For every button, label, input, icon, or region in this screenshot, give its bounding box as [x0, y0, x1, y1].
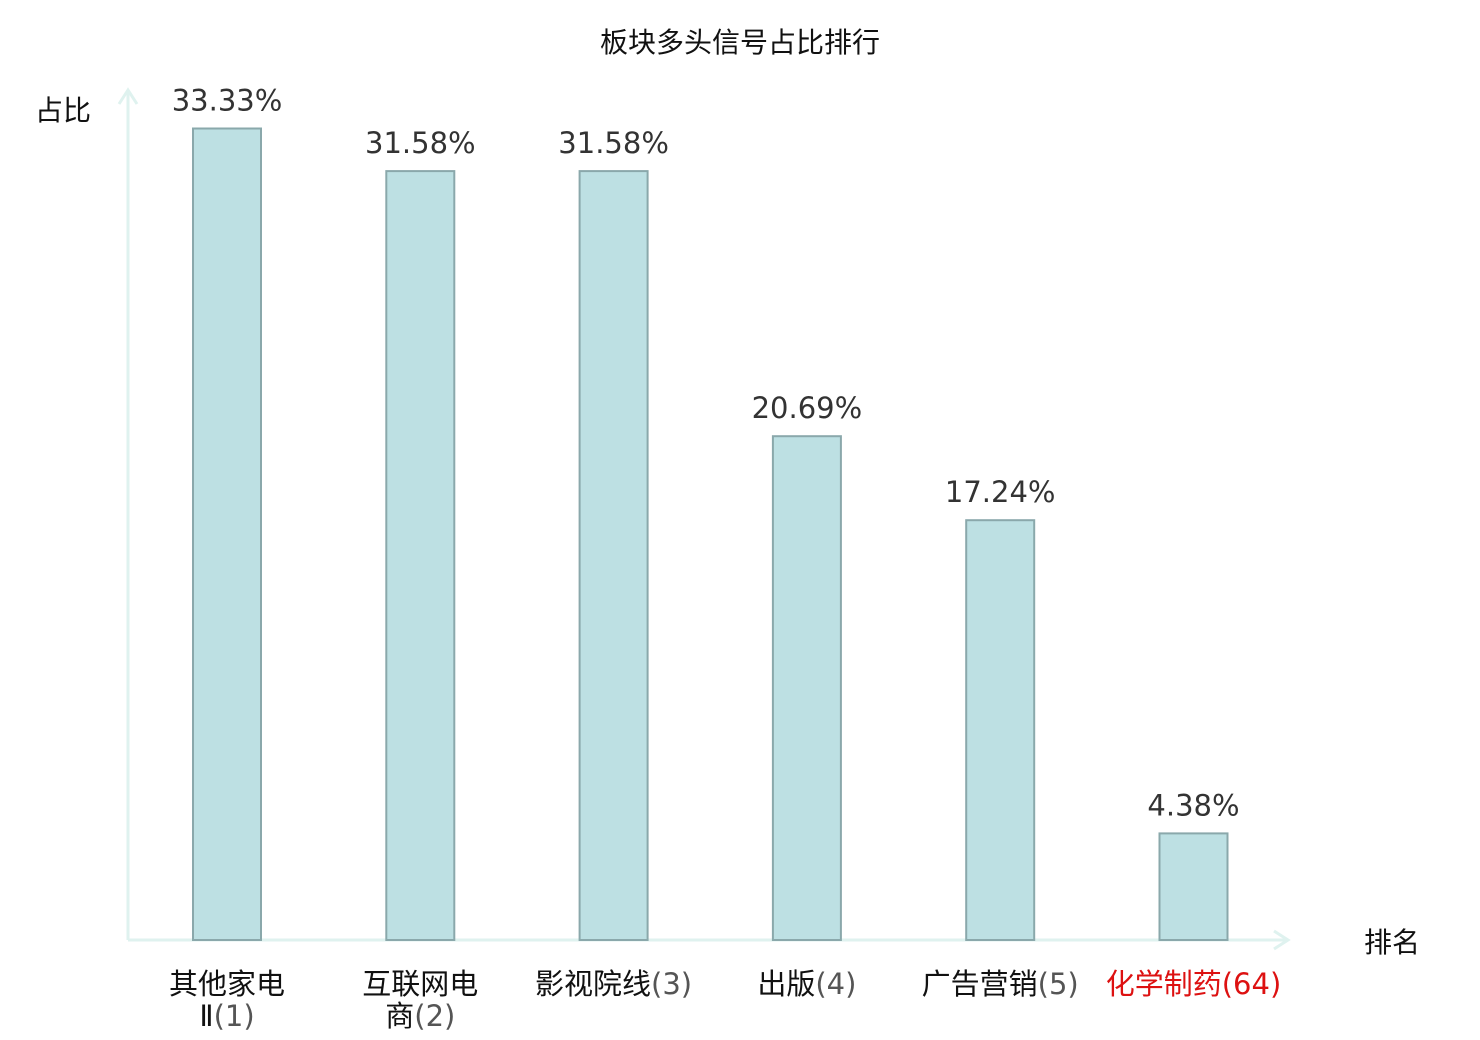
bar-series: [192, 127, 1229, 942]
value-label: 4.38%: [1147, 788, 1239, 822]
value-labels: 33.33% 31.58% 31.58% 20.69% 17.24% 4.38%: [172, 84, 1240, 823]
category-label: 影视院线(3): [535, 967, 692, 1001]
bar: [385, 170, 456, 942]
chart-title: 板块多头信号占比排行: [600, 26, 880, 59]
x-axis-arrow-icon: [1273, 929, 1291, 951]
bar: [192, 127, 262, 941]
category-label-continued: 商(2): [385, 999, 455, 1033]
value-label: 17.24%: [945, 475, 1056, 509]
bar: [1158, 832, 1229, 942]
value-label: 33.33%: [172, 84, 283, 118]
y-axis-arrow-icon: [117, 87, 139, 105]
x-axis-label: 排名: [1364, 926, 1420, 959]
category-label: 互联网电: [362, 967, 478, 1001]
y-axis-label: 占比: [35, 94, 91, 127]
bar: [578, 170, 649, 942]
category-label: 化学制药(64): [1106, 967, 1282, 1001]
category-label-continued: Ⅱ(1): [199, 999, 254, 1033]
bar: [965, 519, 1036, 941]
value-label: 31.58%: [558, 126, 669, 160]
value-label: 31.58%: [365, 126, 476, 160]
category-label: 广告营销(5): [922, 967, 1079, 1001]
bar: [771, 435, 842, 941]
axes: [117, 87, 1291, 951]
value-label: 20.69%: [752, 391, 863, 425]
category-label: 其他家电: [169, 967, 285, 1001]
category-label: 出版(4): [757, 967, 856, 1001]
